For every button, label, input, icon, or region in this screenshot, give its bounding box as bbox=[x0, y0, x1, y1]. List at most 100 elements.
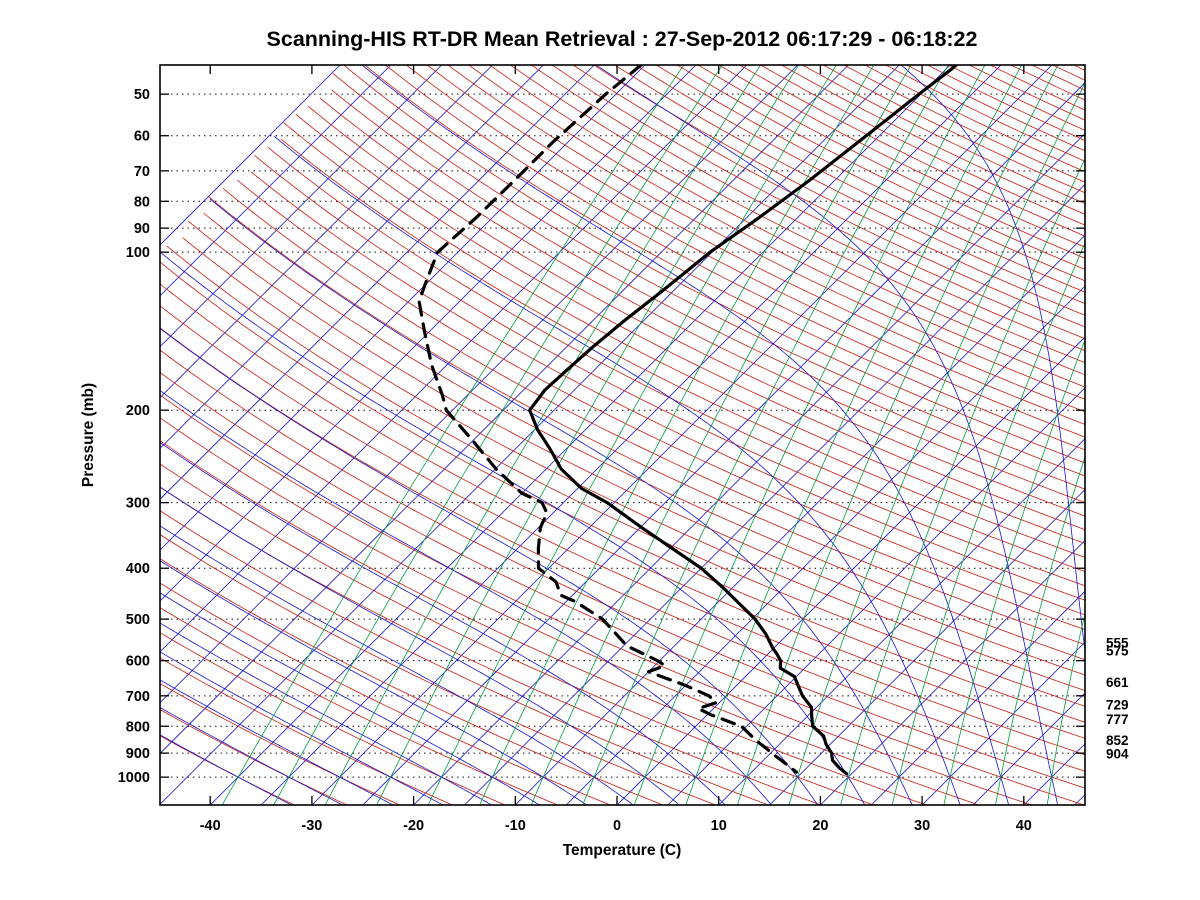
dry-adiabat-line bbox=[718, 65, 1085, 248]
dry-adiabat-line bbox=[343, 65, 1085, 464]
dry-adiabat-line bbox=[160, 371, 1085, 805]
mixing-ratio-line bbox=[737, 65, 1059, 805]
dry-adiabat-line bbox=[160, 327, 1085, 772]
dry-adiabat-line bbox=[160, 683, 400, 805]
y-tick-label: 900 bbox=[126, 746, 150, 762]
plot-frame bbox=[159, 64, 1086, 806]
y-tick-label: 500 bbox=[126, 612, 150, 628]
chart-title: Scanning-HIS RT-DR Mean Retrieval : 27-S… bbox=[267, 27, 978, 51]
level-label: 575 bbox=[1106, 643, 1129, 658]
dry-adiabat-line bbox=[160, 582, 611, 805]
dry-adiabat-line bbox=[160, 534, 716, 805]
dry-adiabat-line bbox=[160, 607, 558, 805]
dry-adiabat-line bbox=[447, 65, 1085, 400]
isotherm-line bbox=[160, 65, 697, 602]
moist-adiabat-line bbox=[160, 651, 443, 805]
mixing-ratio-line bbox=[685, 65, 1022, 805]
x-tick-label: 20 bbox=[812, 818, 828, 834]
dry-adiabat-line bbox=[1073, 65, 1085, 71]
temperature-profile-line bbox=[528, 65, 958, 776]
level-label: 661 bbox=[1106, 675, 1129, 690]
dry-adiabat-line bbox=[160, 735, 295, 805]
isotherm-line bbox=[820, 539, 1085, 805]
dry-adiabat-line bbox=[160, 657, 453, 805]
dry-adiabat-line bbox=[593, 65, 1085, 316]
x-tick-label: -30 bbox=[301, 818, 322, 834]
dry-adiabat-line bbox=[208, 196, 1085, 646]
dry-adiabat-line bbox=[203, 212, 1085, 661]
isotherm-line bbox=[515, 234, 1085, 805]
dry-adiabat-line bbox=[927, 65, 1085, 141]
isotherm-line bbox=[769, 488, 1085, 805]
y-tick-label: 400 bbox=[126, 561, 150, 577]
isotherm-line bbox=[362, 82, 1085, 805]
dry-adiabat-line bbox=[385, 65, 1085, 438]
dry-adiabat-line bbox=[760, 65, 1085, 226]
level-label: 777 bbox=[1106, 712, 1129, 727]
moist-adiabat-line bbox=[160, 327, 819, 805]
isotherm-line bbox=[616, 336, 1085, 805]
x-tick-label: 40 bbox=[1016, 818, 1032, 834]
isotherm-line bbox=[160, 65, 849, 755]
mixing-ratio-line bbox=[995, 455, 1085, 805]
dry-adiabat-line bbox=[739, 65, 1085, 237]
dry-adiabat-line bbox=[864, 65, 1085, 173]
dry-adiabat-line bbox=[677, 65, 1085, 270]
dry-adiabat-line bbox=[160, 261, 1085, 723]
level-label: 555 bbox=[1106, 635, 1129, 650]
dry-adiabat-line bbox=[160, 510, 769, 805]
dry-adiabat-line bbox=[160, 709, 348, 805]
isotherm-line bbox=[260, 65, 1002, 805]
dry-adiabat-line bbox=[489, 65, 1085, 376]
mixing-ratio-line bbox=[376, 65, 799, 805]
y-tick-label: 70 bbox=[134, 164, 150, 180]
isotherm-line bbox=[160, 65, 442, 348]
y-tick-label: 600 bbox=[126, 654, 150, 670]
y-tick-label: 90 bbox=[134, 221, 150, 237]
moist-adiabat-line bbox=[160, 390, 772, 805]
dry-adiabat-line bbox=[697, 65, 1085, 259]
dry-adiabat-line bbox=[160, 305, 1085, 756]
dry-adiabat-line bbox=[989, 65, 1085, 111]
isotherm-line bbox=[565, 285, 1085, 805]
y-tick-label: 700 bbox=[126, 689, 150, 705]
dry-adiabat-line bbox=[160, 463, 874, 805]
mixing-ratio-line bbox=[633, 65, 986, 805]
dry-adiabat-line bbox=[1031, 65, 1085, 91]
dry-adiabat-line bbox=[160, 486, 822, 805]
moist-adiabat-line bbox=[160, 706, 343, 805]
mixing-ratio-line bbox=[530, 65, 912, 805]
isotherm-line bbox=[209, 65, 951, 805]
background-lines-group bbox=[160, 65, 1200, 805]
mixing-ratio-line bbox=[1099, 65, 1200, 805]
x-tick-label: -40 bbox=[200, 818, 221, 834]
dry-adiabat-line bbox=[160, 417, 980, 805]
y-tick-label: 50 bbox=[134, 87, 150, 103]
dry-adiabat-line bbox=[468, 65, 1085, 388]
y-tick-label: 300 bbox=[126, 496, 150, 512]
moist-adiabat-line bbox=[900, 65, 1085, 655]
dry-adiabat-line bbox=[160, 283, 1085, 739]
isotherm-line bbox=[921, 641, 1085, 805]
moist-adiabat-line bbox=[160, 679, 394, 805]
isotherm-line bbox=[160, 65, 900, 805]
mixing-ratio-line bbox=[221, 65, 685, 805]
isotherm-line bbox=[160, 65, 544, 449]
y-tick-label: 1000 bbox=[118, 770, 150, 786]
dry-adiabat-line bbox=[331, 89, 1085, 490]
dry-adiabat-line bbox=[426, 65, 1085, 413]
moist-adiabat-line bbox=[160, 441, 726, 805]
dry-adiabat-line bbox=[614, 65, 1085, 305]
y-tick-label: 100 bbox=[126, 245, 150, 261]
isotherm-line bbox=[160, 65, 392, 297]
y-tick-label: 60 bbox=[134, 129, 150, 145]
isotherm-line bbox=[160, 65, 748, 653]
dry-adiabat-line bbox=[531, 65, 1085, 352]
moist-adiabat-line bbox=[160, 525, 634, 805]
isotherm-line bbox=[160, 65, 798, 704]
dry-adiabat-line bbox=[267, 146, 1085, 573]
dry-adiabat-line bbox=[781, 65, 1085, 215]
dry-adiabat-line bbox=[319, 97, 1085, 503]
isotherm-line bbox=[870, 590, 1085, 805]
